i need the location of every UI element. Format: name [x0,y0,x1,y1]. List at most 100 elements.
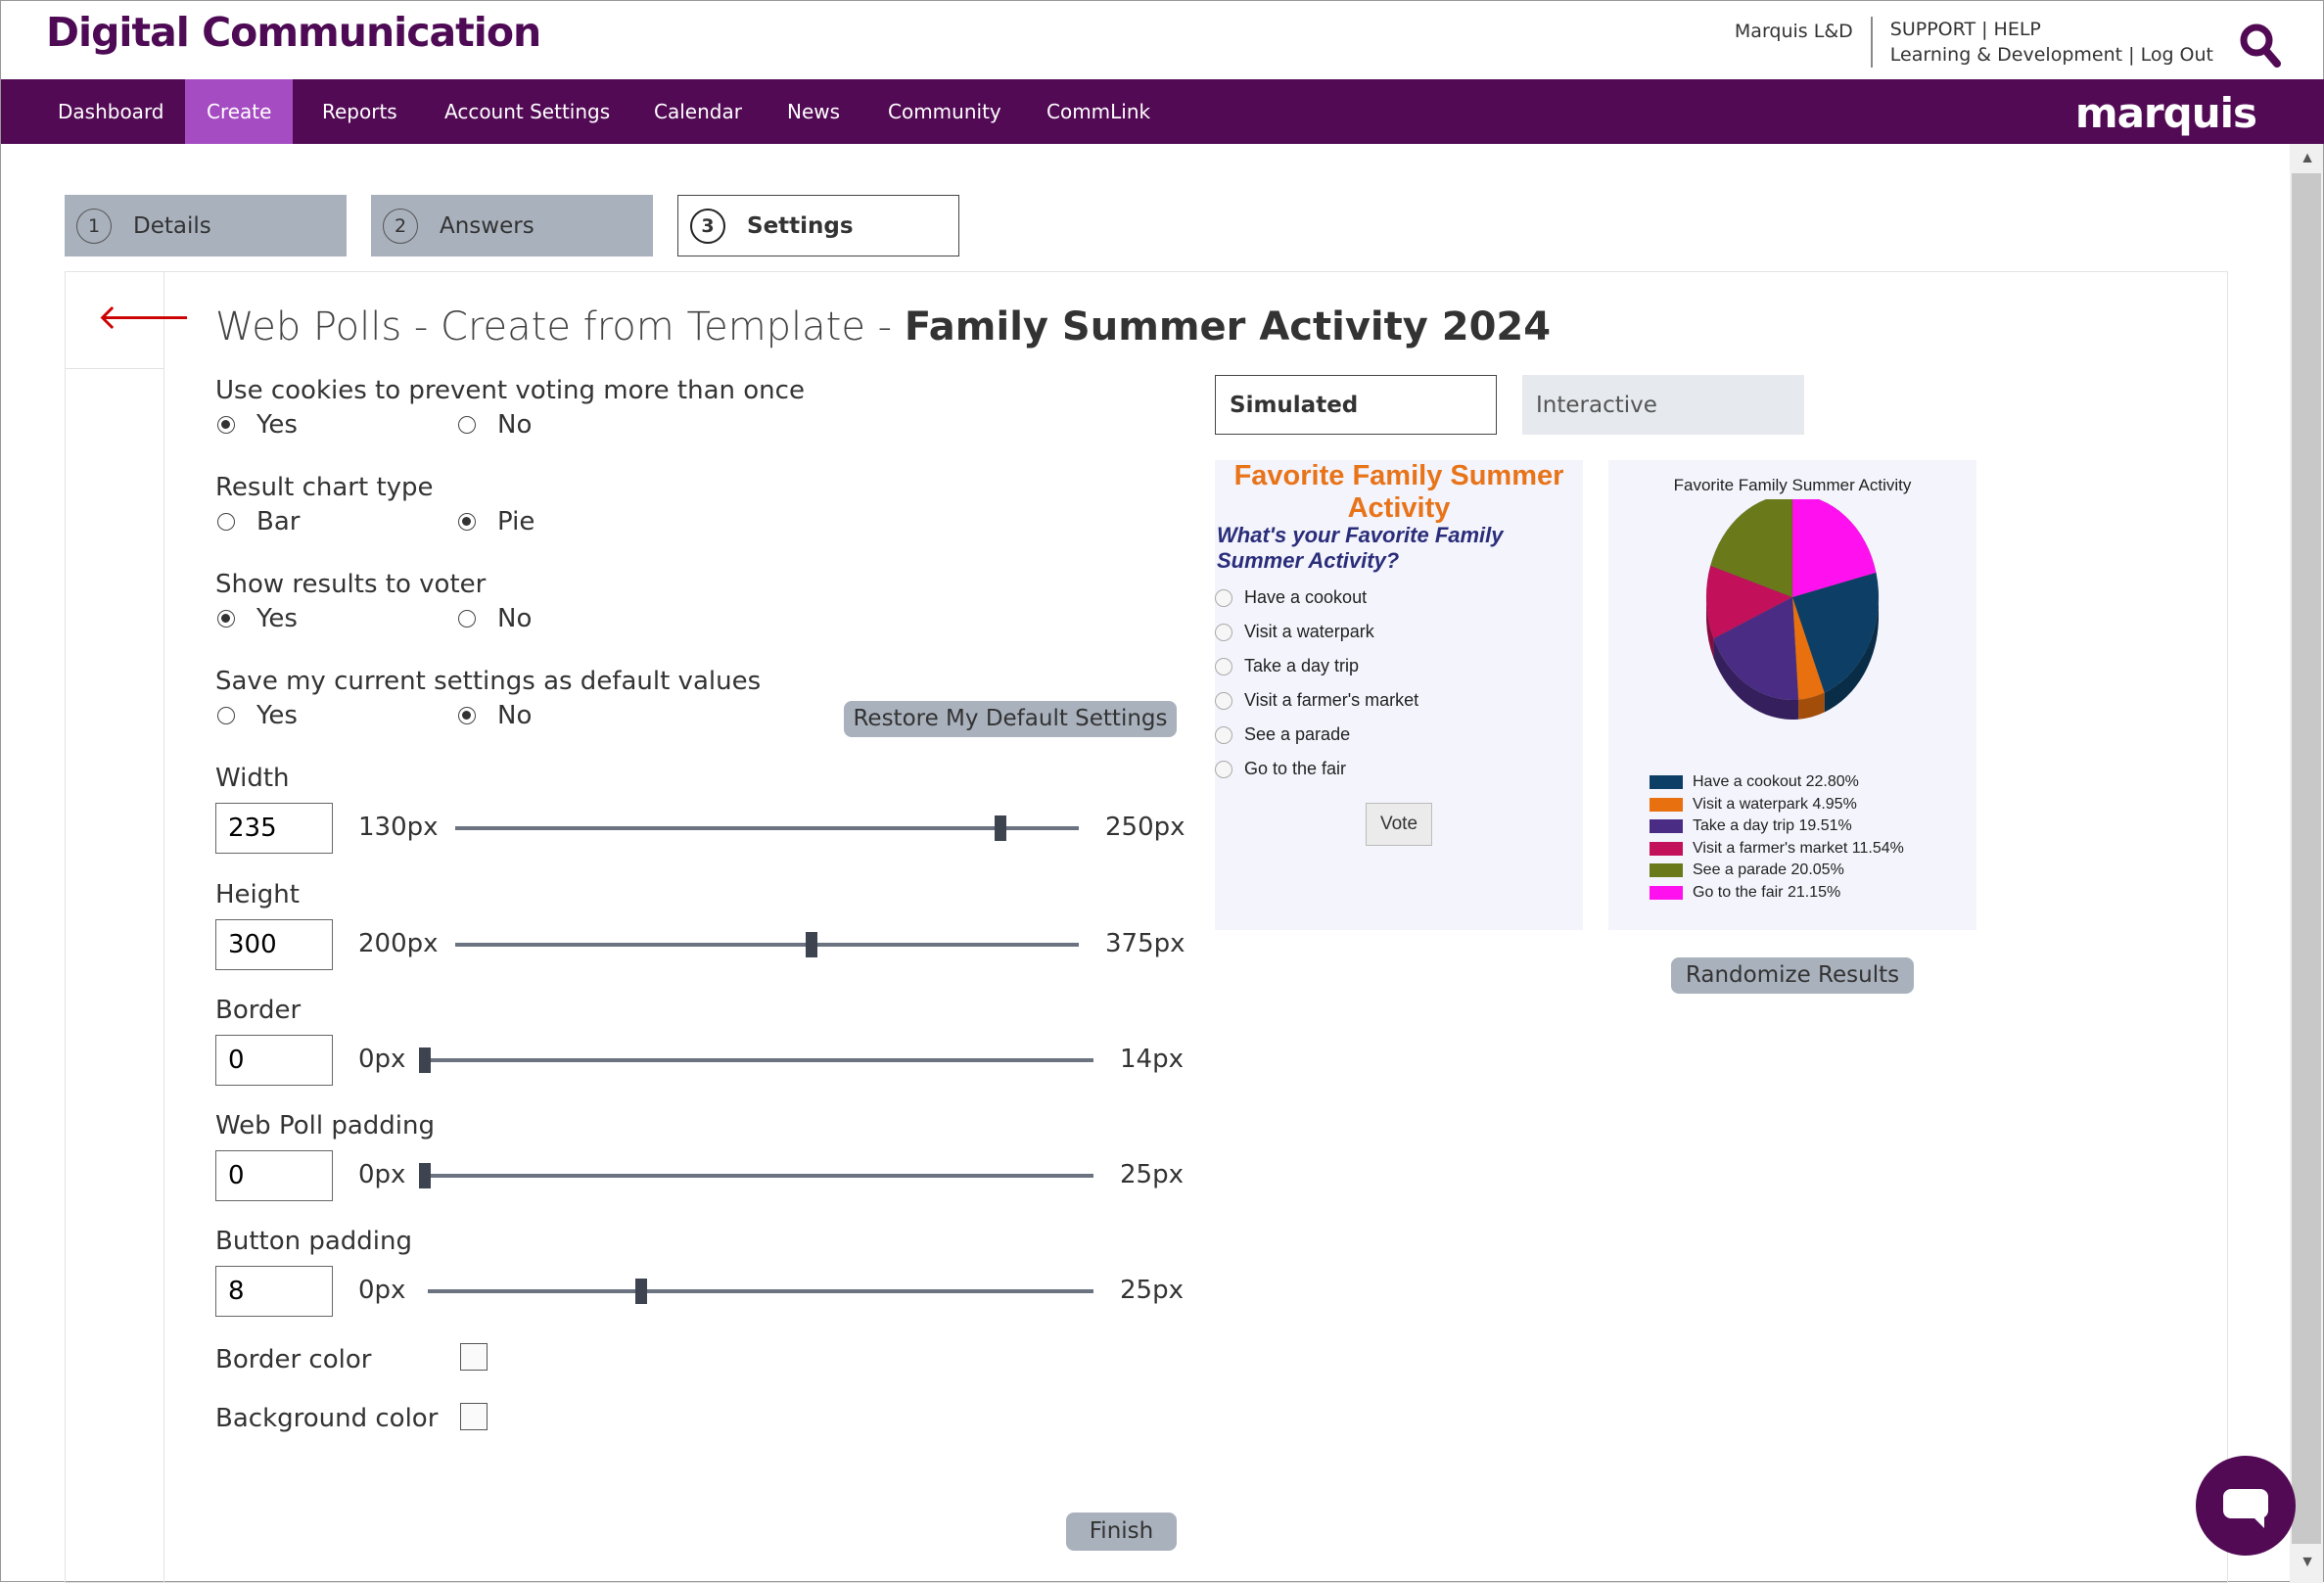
height-slider-thumb[interactable] [805,932,817,957]
button-padding-label: Button padding [215,1227,413,1256]
width-min: 130px [358,813,439,842]
step-settings[interactable]: 3 Settings [677,195,959,256]
chat-icon [2223,1489,2268,1528]
button-padding-input[interactable] [215,1266,333,1317]
user-name[interactable]: Marquis L&D [1735,17,1873,68]
width-slider-thumb[interactable] [995,815,1007,841]
pie-side [1706,597,1714,659]
chart-title: Favorite Family Summer Activity [1673,476,1912,494]
legend-item: Have a cookout 22.80% [1650,771,1859,793]
step-answers[interactable]: 2 Answers [371,195,653,256]
border-slider[interactable] [419,1048,1093,1073]
search-icon[interactable] [2239,23,2282,68]
legend-label: Go to the fair 21.15% [1693,883,1841,901]
poll-option[interactable]: See a parade [1215,724,1350,745]
step-number: 1 [76,208,112,244]
show-results-yes-radio[interactable]: Yes [217,604,298,633]
legend-swatch [1650,841,1683,856]
height-label: Height [215,880,300,909]
page-title: Web Polls - Create from Template - Famil… [215,304,1552,349]
scroll-down-icon[interactable]: ▼ [2300,1554,2315,1570]
back-arrow-icon[interactable]: 🡐 [97,297,192,337]
poll-option[interactable]: Take a day trip [1215,656,1359,676]
top-right-links: SUPPORT | HELP Learning & Development | … [1889,19,2213,66]
save-defaults-no-radio[interactable]: No [458,701,532,730]
nav-community[interactable]: Community [888,100,1001,123]
org-name[interactable]: Learning & Development [1889,44,2123,66]
height-input[interactable] [215,919,333,970]
border-input[interactable] [215,1035,333,1086]
pie-side [1713,638,1799,720]
height-max: 375px [1105,929,1185,958]
pie-slice [1709,499,1793,598]
brand-title: Digital Communication [46,9,541,56]
legend-item: Go to the fair 21.15% [1650,882,1840,904]
chart-pie-radio[interactable]: Pie [458,507,535,536]
nav-reports[interactable]: Reports [322,100,397,123]
legend-swatch [1650,775,1683,789]
button-padding-slider[interactable] [428,1279,1093,1304]
height-min: 200px [358,929,439,958]
nav-dashboard[interactable]: Dashboard [58,100,164,123]
border-slider-thumb[interactable] [419,1048,431,1073]
logout-link[interactable]: Log Out [2140,44,2213,66]
width-input[interactable] [215,803,333,854]
width-max: 250px [1105,813,1185,842]
nav-commlink[interactable]: CommLink [1046,100,1151,123]
background-color-label: Background color [215,1404,439,1433]
nav-create[interactable]: Create [185,79,294,144]
chat-button[interactable] [2196,1456,2296,1556]
cookies-label: Use cookies to prevent voting more than … [215,376,805,405]
marquis-logo: marquis [2074,89,2257,137]
legend-item: Take a day trip 19.51% [1650,815,1852,837]
top-links: Marquis L&D SUPPORT | HELP Learning & De… [1735,17,2213,68]
step-label: Details [133,212,211,239]
support-link[interactable]: SUPPORT [1889,19,1976,40]
poll-option[interactable]: Visit a waterpark [1215,622,1374,642]
step-details[interactable]: 1 Details [65,195,347,256]
show-results-label: Show results to voter [215,570,487,599]
poll-option[interactable]: Visit a farmer's market [1215,690,1418,711]
poll-padding-input[interactable] [215,1150,333,1201]
step-number: 2 [383,208,418,244]
height-slider[interactable] [455,932,1079,957]
vote-button[interactable]: Vote [1366,803,1432,846]
save-defaults-yes-radio[interactable]: Yes [217,701,298,730]
poll-padding-max: 25px [1120,1160,1184,1189]
poll-padding-slider[interactable] [419,1163,1093,1188]
background-color-swatch[interactable] [460,1403,488,1430]
button-padding-min: 0px [358,1276,406,1305]
show-results-no-radio[interactable]: No [458,604,532,633]
cookies-no-radio[interactable]: No [458,410,532,440]
legend-item: Visit a waterpark 4.95% [1650,794,1857,815]
button-padding-slider-thumb[interactable] [634,1279,647,1304]
poll-option[interactable]: Have a cookout [1215,587,1367,608]
poll-title: Favorite Family Summer Activity [1233,460,1564,524]
nav-news[interactable]: News [787,100,841,123]
restore-defaults-button[interactable]: Restore My Default Settings [844,701,1177,737]
poll-padding-slider-thumb[interactable] [419,1163,431,1188]
randomize-results-button[interactable]: Randomize Results [1671,957,1914,994]
poll-padding-min: 0px [358,1160,406,1189]
step-label: Settings [747,212,854,239]
legend-swatch [1650,885,1683,900]
border-color-swatch[interactable] [460,1343,488,1371]
scroll-up-icon[interactable]: ▲ [2300,150,2315,166]
tab-interactive[interactable]: Interactive [1522,375,1804,435]
help-link[interactable]: HELP [1993,19,2041,40]
finish-button[interactable]: Finish [1066,1513,1177,1551]
scroll-thumb[interactable] [2292,173,2321,1544]
legend-label: Take a day trip 19.51% [1693,817,1852,834]
nav-account-settings[interactable]: Account Settings [444,100,611,123]
cookies-yes-radio[interactable]: Yes [217,410,298,440]
chart-type-label: Result chart type [215,473,434,502]
legend-item: See a parade 20.05% [1650,860,1844,881]
poll-option[interactable]: Go to the fair [1215,759,1346,779]
legend-label: Visit a waterpark 4.95% [1693,795,1857,813]
width-slider[interactable] [455,815,1079,841]
poll-question: What's your Favorite Family Summer Activ… [1217,523,1504,573]
chart-bar-radio[interactable]: Bar [217,507,300,536]
step-label: Answers [440,212,535,239]
tab-simulated[interactable]: Simulated [1215,375,1497,435]
nav-calendar[interactable]: Calendar [654,100,742,123]
